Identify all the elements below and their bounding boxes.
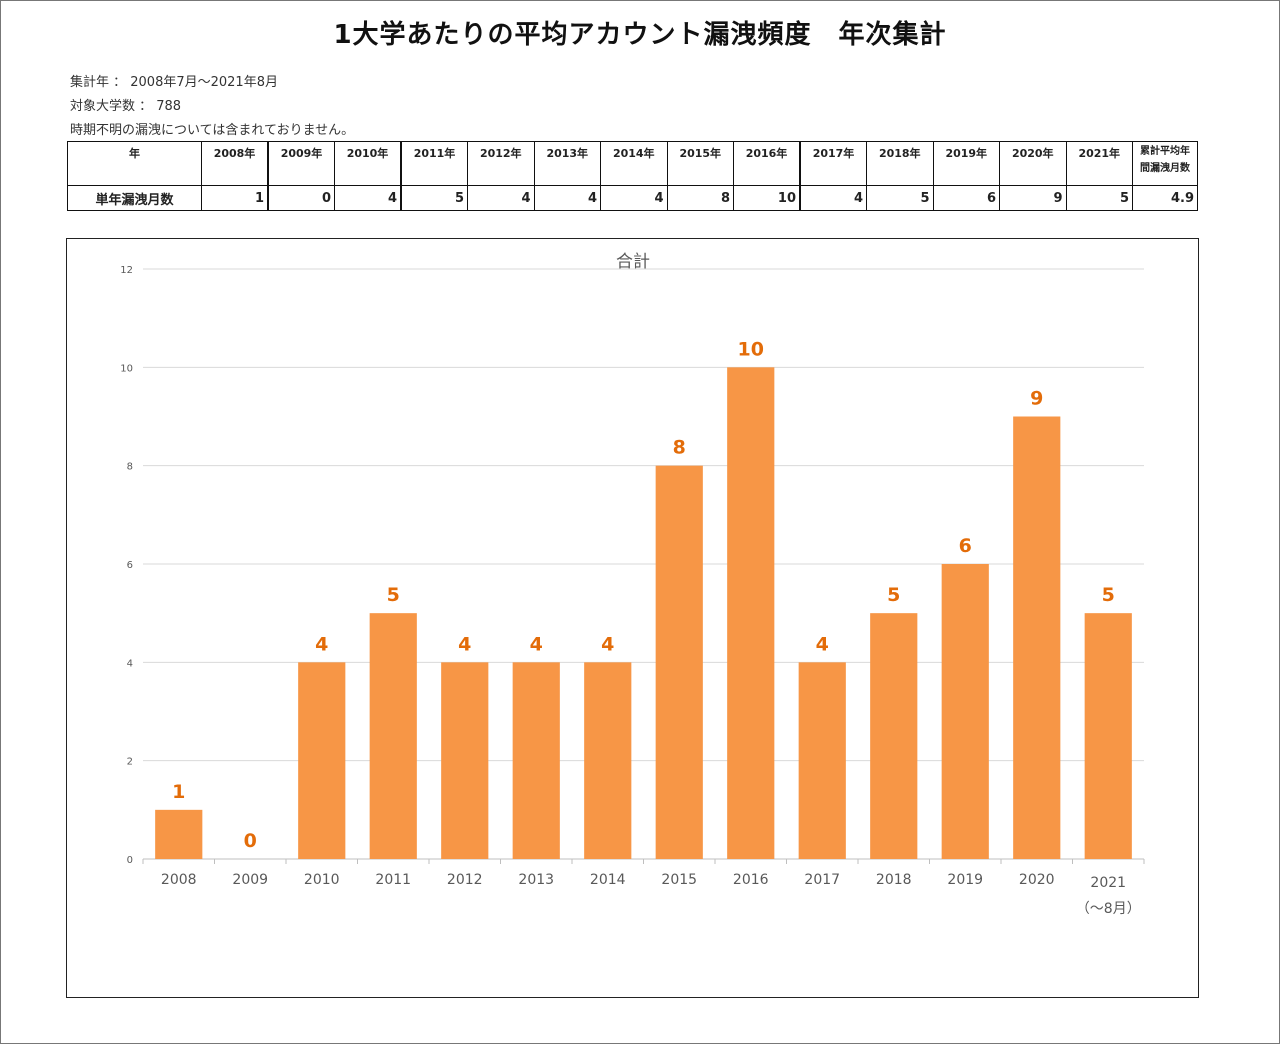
data-label-2013: 4 xyxy=(530,633,543,655)
bar-2015 xyxy=(655,465,703,859)
x-tick-sublabel: （～8月） xyxy=(1076,901,1141,917)
y-tick-label: 12 xyxy=(120,265,133,276)
bar-2013 xyxy=(512,662,560,859)
y-axis-ticks: 0 2 4 6 8 10 12 xyxy=(120,265,133,866)
header-year: 2019年 xyxy=(932,141,1000,186)
header-year: 2018年 xyxy=(866,141,934,186)
value-cell: 8 xyxy=(666,185,734,211)
x-tick-label: 2018 xyxy=(876,872,912,888)
meta-period: 集計年 ： 2008年7月～2021年8月 xyxy=(70,75,278,90)
meta-universities: 対象大学数 ： 788 xyxy=(70,99,182,114)
header-avg-line1: 累計平均年 xyxy=(1140,146,1190,157)
x-tick-label: 2017 xyxy=(804,872,840,888)
value-cell: 10 xyxy=(733,185,801,211)
x-tick-label: 2019 xyxy=(947,872,983,888)
value-cell: 5 xyxy=(1065,185,1133,211)
value-cell: 0 xyxy=(267,185,335,211)
x-tick-label: 2015 xyxy=(661,872,697,888)
bar-2017 xyxy=(798,662,846,859)
header-year: 2009年 xyxy=(267,141,335,186)
x-tick-label: 2020 xyxy=(1019,872,1055,888)
bar-2014 xyxy=(584,662,632,859)
header-year: 2010年 xyxy=(334,141,402,186)
summary-value-row: 単年漏洩月数 1 0 4 5 4 4 4 8 10 4 5 6 9 5 4.9 xyxy=(67,185,1198,211)
chart-container: 合計 0 2 4 6 8 10 12 1 0 4 5 4 4 4 8 10 4 5 6 9 5 2008 2009 201… xyxy=(66,238,1199,998)
data-label-2021: 5 xyxy=(1102,584,1115,606)
value-cell: 9 xyxy=(999,185,1067,211)
x-axis-ticks: 2008 2009 2010 2011 2012 2013 2014 2015 2016 2017… xyxy=(142,859,1145,917)
value-cell: 5 xyxy=(400,185,468,211)
header-avg-line2: 間漏洩月数 xyxy=(1140,163,1190,174)
header-avg: 累計平均年 間漏洩月数 xyxy=(1132,141,1198,186)
x-tick-label: 2014 xyxy=(590,872,626,888)
value-cell: 1 xyxy=(201,185,269,211)
bar-2021 xyxy=(1084,613,1132,859)
data-label-2009: 0 xyxy=(244,830,257,852)
bar-2018 xyxy=(870,613,918,859)
meta-note: 時期不明の漏洩については含まれておりません。 xyxy=(70,123,355,138)
header-year-label: 年 xyxy=(67,141,202,186)
x-tick-label: 2013 xyxy=(518,872,554,888)
data-label-2015: 8 xyxy=(673,437,686,459)
y-tick-label: 8 xyxy=(127,462,133,473)
value-cell: 4 xyxy=(533,185,601,211)
value-cell: 4 xyxy=(467,185,535,211)
data-label-2016: 10 xyxy=(738,338,764,360)
data-label-2012: 4 xyxy=(458,633,471,655)
page-title: 1大学あたりの平均アカウント漏洩頻度 年次集計 xyxy=(333,20,947,50)
y-tick-label: 6 xyxy=(127,560,133,571)
header-year: 2020年 xyxy=(999,141,1067,186)
data-label-2019: 6 xyxy=(959,535,972,557)
header-year: 2012年 xyxy=(467,141,535,186)
header-year: 2008年 xyxy=(201,141,269,186)
x-tick-label: 2016 xyxy=(733,872,769,888)
bar-2020 xyxy=(1013,416,1061,859)
data-label-2017: 4 xyxy=(816,633,829,655)
y-tick-label: 4 xyxy=(127,658,133,669)
header-year: 2015年 xyxy=(666,141,734,186)
y-tick-label: 10 xyxy=(120,363,133,374)
gridlines xyxy=(143,268,1144,860)
x-tick-label: 2008 xyxy=(161,872,197,888)
x-tick-label: 2012 xyxy=(447,872,483,888)
bar-2012 xyxy=(441,662,489,859)
header-year: 2016年 xyxy=(733,141,801,186)
bar-2008 xyxy=(155,809,203,859)
data-label-2010: 4 xyxy=(315,633,328,655)
summary-table: 年 2008年 2009年 2010年 2011年 2012年 2013年 20… xyxy=(67,141,1198,211)
chart-title: 合計 xyxy=(616,252,650,272)
summary-header-row: 年 2008年 2009年 2010年 2011年 2012年 2013年 20… xyxy=(67,141,1198,186)
y-tick-label: 0 xyxy=(127,855,133,866)
header-year: 2013年 xyxy=(533,141,601,186)
avg-value-cell: 4.9 xyxy=(1132,185,1198,211)
x-tick-label: 2009 xyxy=(232,872,268,888)
value-cell: 4 xyxy=(600,185,668,211)
header-year: 2014年 xyxy=(600,141,668,186)
data-label-2011: 5 xyxy=(387,584,400,606)
value-cell: 4 xyxy=(799,185,867,211)
bar-2010 xyxy=(298,662,346,859)
bar-2016 xyxy=(727,367,775,859)
bar-2011 xyxy=(369,613,417,859)
row-label: 単年漏洩月数 xyxy=(67,185,202,211)
data-label-2020: 9 xyxy=(1030,388,1043,410)
bar-2019 xyxy=(941,564,989,859)
bars xyxy=(155,367,1132,859)
x-tick-label: 2021 xyxy=(1090,875,1126,891)
data-label-2008: 1 xyxy=(172,781,185,803)
header-year: 2011年 xyxy=(400,141,468,186)
value-cell: 5 xyxy=(866,185,934,211)
header-year: 2021年 xyxy=(1065,141,1133,186)
y-tick-label: 2 xyxy=(127,757,133,768)
value-cell: 4 xyxy=(334,185,402,211)
x-tick-label: 2010 xyxy=(304,872,340,888)
x-tick-label: 2011 xyxy=(375,872,411,888)
data-label-2014: 4 xyxy=(601,633,614,655)
header-year: 2017年 xyxy=(799,141,867,186)
value-cell: 6 xyxy=(932,185,1000,211)
data-label-2018: 5 xyxy=(887,584,900,606)
